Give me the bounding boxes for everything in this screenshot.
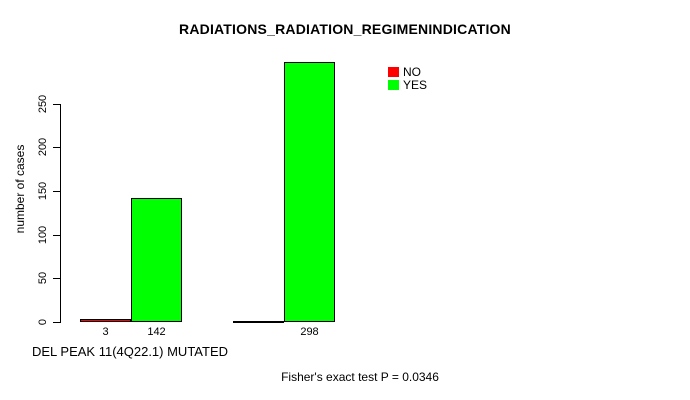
- y-axis-line: [60, 104, 61, 323]
- y-axis-tick-label: 0: [37, 318, 49, 326]
- bar-yes-group1: [131, 198, 182, 322]
- chart-title: RADIATIONS_RADIATION_REGIMENINDICATION: [179, 21, 511, 37]
- fisher-test-annotation: Fisher's exact test P = 0.0346: [281, 370, 439, 384]
- legend-label-yes: YES: [403, 78, 428, 92]
- bar-value-label: 3: [102, 326, 109, 338]
- y-axis-tick: [53, 235, 60, 236]
- legend-swatch-no-icon: [388, 67, 399, 77]
- y-axis-tick: [53, 322, 60, 323]
- y-axis-tick: [53, 191, 60, 192]
- x-axis-label: DEL PEAK 11(4Q22.1) MUTATED: [31, 344, 229, 359]
- y-axis-tick: [53, 104, 60, 105]
- legend-item-no: NO: [388, 66, 427, 78]
- bar-yes-group2: [284, 62, 335, 322]
- bar-no-group2: [233, 321, 284, 323]
- y-axis-label: number of cases: [13, 144, 27, 234]
- y-axis-tick-label: 50: [37, 271, 49, 285]
- y-axis-tick-label: 200: [37, 137, 49, 157]
- legend-item-yes: YES: [388, 79, 427, 91]
- y-axis-tick-label: 250: [37, 94, 49, 114]
- bar-value-label: 142: [147, 326, 166, 338]
- legend-label-no: NO: [403, 65, 421, 79]
- legend-swatch-yes-icon: [388, 80, 399, 90]
- y-axis-tick-label: 150: [37, 181, 49, 201]
- y-axis-tick: [53, 147, 60, 148]
- bar-value-label: 298: [300, 326, 319, 338]
- bar-no-group1: [80, 319, 131, 322]
- y-axis-tick: [53, 278, 60, 279]
- y-axis-tick-label: 100: [37, 225, 49, 245]
- legend: NO YES: [388, 66, 427, 92]
